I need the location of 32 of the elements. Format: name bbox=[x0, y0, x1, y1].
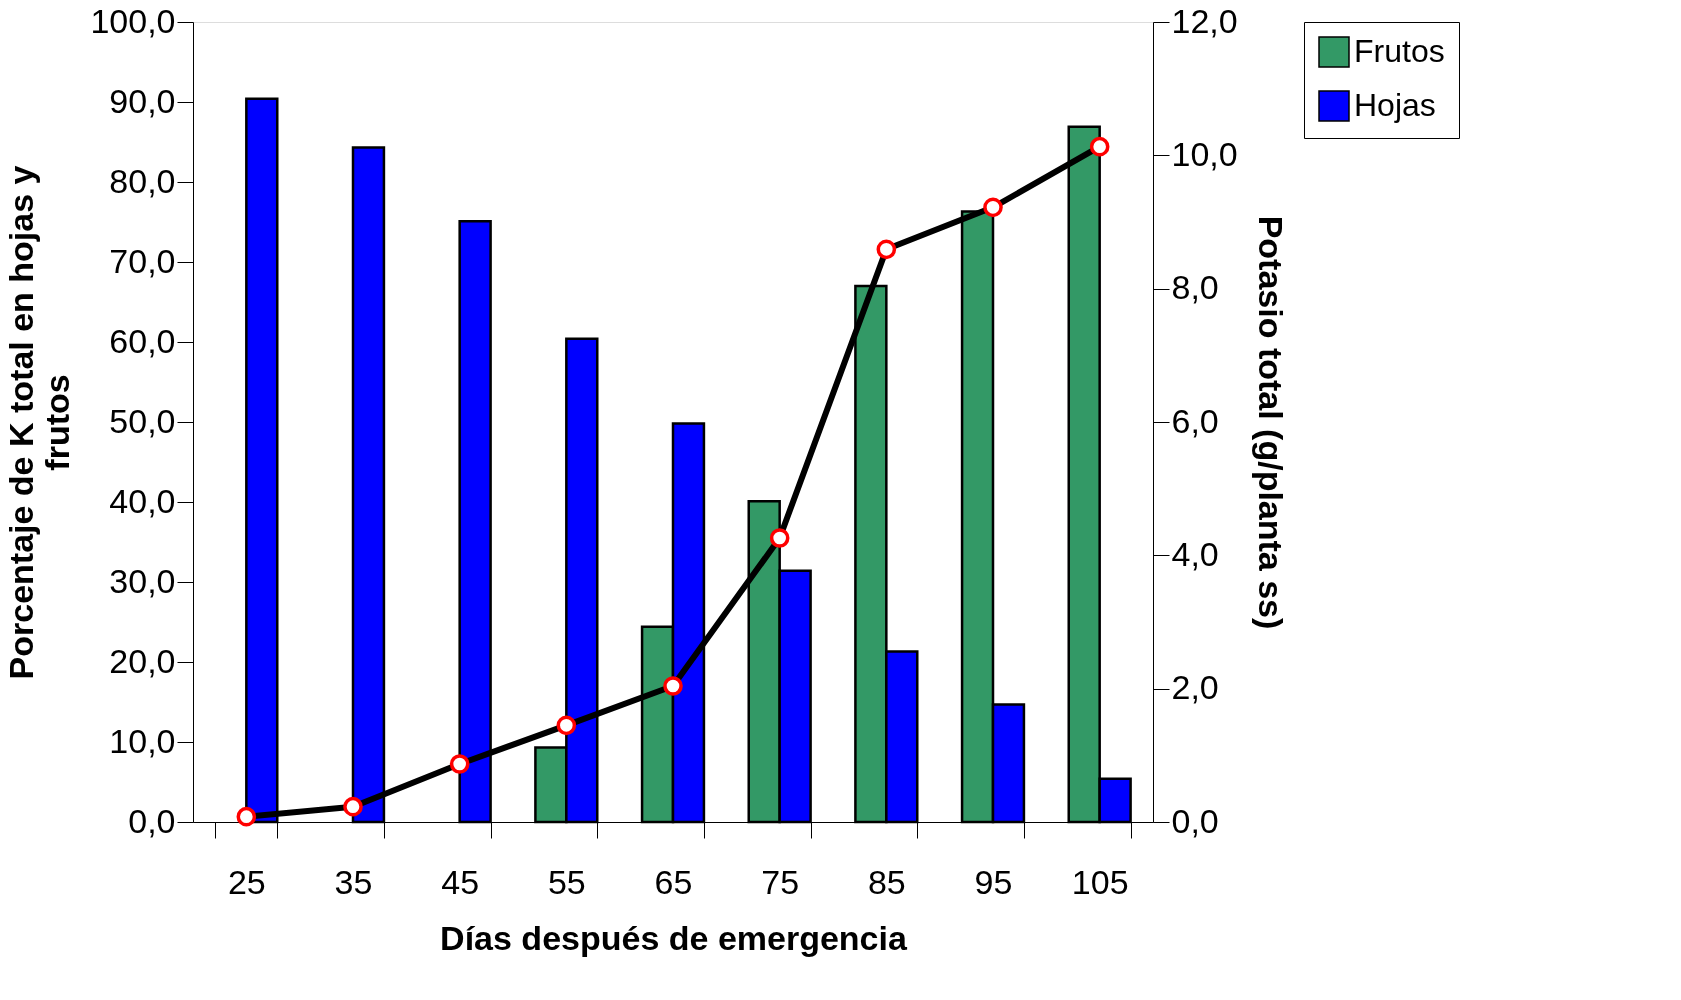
x-tick-label: 105 bbox=[1071, 862, 1129, 901]
y2-tick-label: 6,0 bbox=[1171, 401, 1219, 440]
x-tick-label: 35 bbox=[334, 862, 373, 901]
y2-tick-label: 12,0 bbox=[1171, 1, 1238, 40]
y-tick-label: 60,0 bbox=[109, 321, 176, 360]
x-tick-label: 85 bbox=[867, 862, 906, 901]
y2-tick-label: 0,0 bbox=[1171, 801, 1219, 840]
y-tick-label: 30,0 bbox=[109, 561, 176, 600]
y-tick-label: 20,0 bbox=[109, 641, 176, 680]
y-tick-label: 0,0 bbox=[128, 801, 176, 840]
y2-axis-title: Potasio total (g/planta ss) bbox=[1251, 215, 1290, 630]
x-tick-label: 65 bbox=[654, 862, 693, 901]
y-tick-label: 70,0 bbox=[109, 241, 176, 280]
x-tick-label: 25 bbox=[227, 862, 266, 901]
y-tick-label: 90,0 bbox=[109, 81, 176, 120]
y-tick-label: 50,0 bbox=[109, 401, 176, 440]
legend-label: Frutos bbox=[1354, 33, 1445, 69]
x-tick-label: 75 bbox=[761, 862, 800, 901]
x-tick-label: 95 bbox=[974, 862, 1013, 901]
y2-tick-label: 4,0 bbox=[1171, 534, 1219, 573]
x-tick-label: 55 bbox=[547, 862, 586, 901]
y-tick-label: 100,0 bbox=[90, 1, 176, 40]
y2-tick-label: 10,0 bbox=[1171, 134, 1238, 173]
x-axis-title: Días después de emergencia bbox=[440, 918, 908, 957]
y-tick-label: 10,0 bbox=[109, 721, 176, 760]
y-tick-label: 80,0 bbox=[109, 161, 176, 200]
y-axis-title: Porcentaje de K total en hojas y frutos bbox=[2, 165, 77, 680]
x-tick-label: 45 bbox=[441, 862, 480, 901]
legend-label: Hojas bbox=[1354, 87, 1436, 123]
y2-tick-label: 2,0 bbox=[1171, 668, 1219, 707]
y2-tick-label: 8,0 bbox=[1171, 268, 1219, 307]
y-tick-label: 40,0 bbox=[109, 481, 176, 520]
